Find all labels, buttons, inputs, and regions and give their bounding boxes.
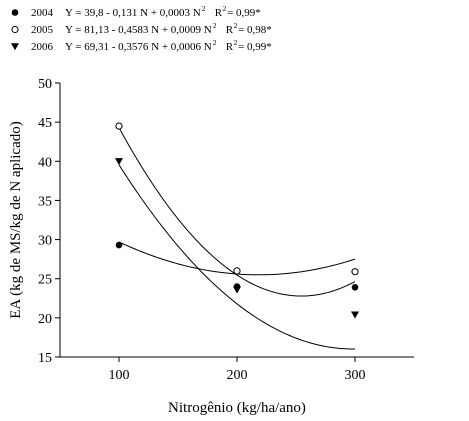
legend-r2-exponent: 2 xyxy=(234,38,238,47)
legend-year: 2004 xyxy=(31,7,54,19)
data-point-2005 xyxy=(233,267,241,275)
fit-curve-2006 xyxy=(118,164,356,350)
fit-curve-2005 xyxy=(118,127,356,297)
data-point-2006 xyxy=(115,158,123,166)
legend-r2-value: = 0,99* xyxy=(238,41,272,53)
legend-year: 2006 xyxy=(31,41,54,53)
data-points xyxy=(115,122,359,319)
legend-equation: Y = 69,31 - 0,3576 N + 0,0006 N xyxy=(65,41,212,53)
legend-equation-exponent: 2 xyxy=(213,38,217,47)
x-tick-label: 300 xyxy=(345,368,366,383)
plot-area: 15 20 25 30 35 40 45 50 100 200 300 xyxy=(38,77,414,383)
fit-curves xyxy=(118,127,356,350)
legend-r2-exponent: 2 xyxy=(223,4,227,13)
legend-equation-exponent: 2 xyxy=(213,21,217,30)
legend-equation-exponent: 2 xyxy=(202,4,206,13)
y-tick-label: 45 xyxy=(38,116,52,131)
x-tick-label: 200 xyxy=(227,368,248,383)
y-tick-label: 50 xyxy=(38,77,52,92)
y-tick-label: 25 xyxy=(38,273,52,288)
data-point-2005 xyxy=(351,268,359,276)
y-tick-label: 30 xyxy=(38,234,52,249)
legend-r2-value: = 0,99* xyxy=(227,7,261,19)
data-point-2005 xyxy=(115,122,123,130)
legend-year: 2005 xyxy=(31,24,54,36)
legend-r2-label: R xyxy=(226,24,234,36)
legend-marker-2004 xyxy=(11,9,19,16)
legend-marker-2005 xyxy=(11,25,19,34)
legend-r2-label: R xyxy=(215,7,223,19)
legend-marker-2006 xyxy=(11,43,19,51)
x-axis-title: Nitrogênio (kg/ha/ano) xyxy=(168,400,306,416)
y-tick-label: 35 xyxy=(38,194,52,209)
legend-equation: Y = 39,8 - 0,131 N + 0,0003 N xyxy=(65,7,201,19)
y-axis-title: EA (kg de MS/kg de N aplicado) xyxy=(8,121,24,318)
x-ticks: 100 200 300 xyxy=(109,357,366,383)
legend-r2-exponent: 2 xyxy=(234,21,238,30)
legend-equation: Y = 81,13 - 0,4583 N + 0,0009 N xyxy=(65,24,212,36)
legend-r2-value: = 0,98* xyxy=(238,24,272,36)
x-tick-label: 100 xyxy=(109,368,130,383)
data-point-2004 xyxy=(115,241,123,249)
legend-r2-label: R xyxy=(226,41,234,53)
data-point-2006 xyxy=(351,311,359,319)
y-tick-label: 15 xyxy=(38,351,52,366)
data-point-2006 xyxy=(233,286,241,294)
y-tick-label: 40 xyxy=(38,155,52,170)
y-tick-label: 20 xyxy=(38,312,52,327)
y-ticks: 15 20 25 30 35 40 45 50 xyxy=(38,77,60,366)
data-point-2004 xyxy=(351,284,359,291)
